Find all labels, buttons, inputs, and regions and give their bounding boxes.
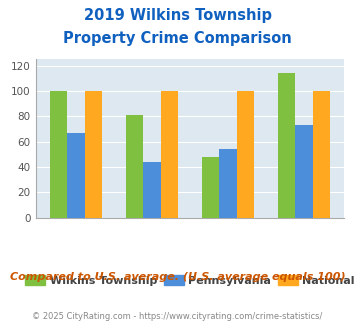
Bar: [160, 91, 178, 218]
Bar: [202, 157, 219, 218]
Text: © 2025 CityRating.com - https://www.cityrating.com/crime-statistics/: © 2025 CityRating.com - https://www.city…: [32, 312, 323, 321]
Bar: [278, 73, 295, 218]
Bar: [50, 91, 67, 218]
Text: 2019 Wilkins Township: 2019 Wilkins Township: [83, 8, 272, 23]
Bar: [84, 91, 102, 218]
Bar: [237, 91, 254, 218]
Text: Compared to U.S. average. (U.S. average equals 100): Compared to U.S. average. (U.S. average …: [10, 272, 345, 282]
Bar: [219, 149, 237, 218]
Text: Property Crime Comparison: Property Crime Comparison: [63, 31, 292, 46]
Bar: [313, 91, 330, 218]
Bar: [126, 115, 143, 218]
Bar: [67, 133, 84, 218]
Legend: Wilkins Township, Pennsylvania, National: Wilkins Township, Pennsylvania, National: [21, 271, 355, 290]
Bar: [143, 162, 160, 218]
Bar: [295, 125, 313, 218]
